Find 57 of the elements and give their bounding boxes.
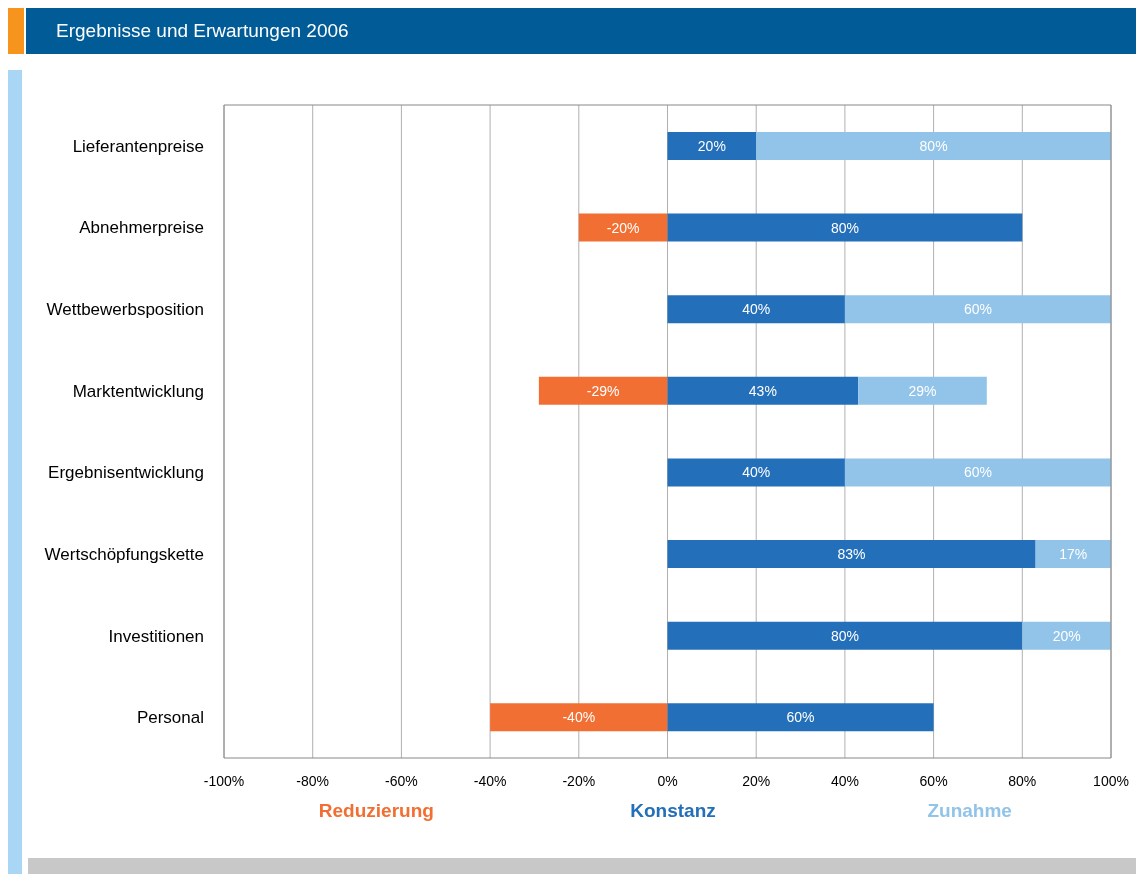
bar [667,295,845,324]
bar [844,295,1111,324]
y-tick-label: Lieferantenpreise [72,136,204,156]
bar [667,621,1023,650]
y-tick-label: Abnehmerpreise [79,218,204,238]
bar [667,131,757,160]
data-label: -20% [606,219,640,236]
text: Zunahme [926,800,1013,822]
y-tick-label: Wettbewerbsposition [46,300,204,320]
x-tick-label: 100% [1093,772,1129,789]
x-tick-label: -80% [296,772,330,789]
data-label: 83% [837,546,866,563]
x-tick-label: 0% [657,772,678,789]
x-tick-label: 60% [919,772,948,789]
x-tick-label: 80% [1008,772,1037,789]
data-label: 20% [1052,627,1081,644]
data-label: 43% [748,382,777,399]
data-label: 80% [919,137,948,154]
text: Konstanz [629,800,717,822]
data-label: 17% [1059,546,1088,563]
y-tick-label: Ergebnisentwicklung [48,463,204,483]
bar [578,213,668,242]
chart-title: Ergebnisse und Erwartungen 2006 [26,8,1136,54]
bar [756,131,1111,160]
bar [858,376,987,405]
y-tick-label: Investitionen [108,626,204,646]
x-tick-label: 40% [830,772,859,789]
bar [667,540,1036,569]
bar [1035,540,1111,569]
data-label: 60% [786,709,815,726]
y-tick-label: Personal [136,708,204,728]
data-label: -40% [562,709,596,726]
x-tick-label: 20% [742,772,771,789]
x-tick-label: -40% [473,772,507,789]
data-label: 60% [963,464,992,481]
data-label: 40% [742,464,771,481]
x-tick-label: -60% [385,772,418,789]
data-label: 80% [830,219,859,236]
y-tick-label: Marktentwicklung [72,381,204,401]
data-label: 60% [963,301,992,318]
data-label: 29% [908,382,937,399]
data-label: 40% [742,301,771,318]
text: Reduzierung [317,800,435,822]
bar [538,376,668,405]
data-label: -29% [586,382,620,399]
x-tick-label: -20% [562,772,596,789]
bar [667,376,859,405]
x-tick-label: -100% [203,772,245,789]
bar [490,703,668,732]
data-label: 20% [697,137,726,154]
y-tick-label: Wertschöpfungskette [44,544,204,564]
bar [667,458,845,487]
bar [1022,621,1111,650]
data-label: 80% [830,627,859,644]
bar [667,213,1023,242]
bar [844,458,1111,487]
bar [667,703,934,732]
